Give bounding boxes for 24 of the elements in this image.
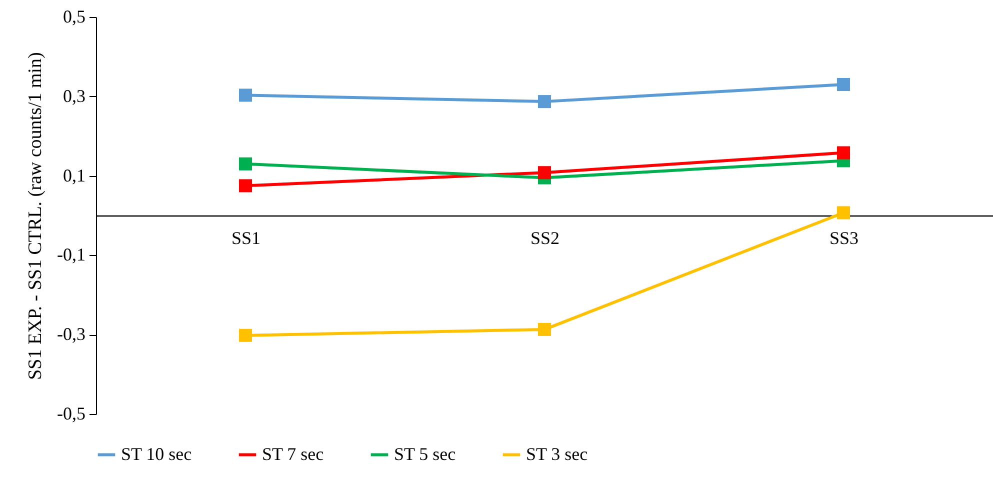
x-tick-label: SS3 xyxy=(829,228,859,248)
x-tick-label: SS2 xyxy=(530,228,560,248)
y-axis-title: SS1 EXP. - SS1 CTRL. (raw counts/1 min) xyxy=(25,52,46,380)
y-tick-label: 0,3 xyxy=(63,86,86,106)
point xyxy=(238,88,252,102)
y-tick-label: 0,1 xyxy=(63,165,86,186)
point xyxy=(238,179,252,192)
y-tick-label: 0,5 xyxy=(63,6,86,26)
point xyxy=(538,95,552,108)
point xyxy=(238,328,252,342)
point xyxy=(238,157,252,170)
point xyxy=(836,146,850,160)
point xyxy=(836,78,850,92)
point xyxy=(538,166,552,180)
y-tick-label: -0,1 xyxy=(57,244,86,265)
y-tick-label: -0,3 xyxy=(57,324,86,344)
x-tick-label: SS1 xyxy=(231,228,261,248)
point xyxy=(538,322,552,336)
legend-label: ST 3 sec xyxy=(526,444,588,464)
legend-label: ST 7 sec xyxy=(262,444,324,464)
legend-label: ST 5 sec xyxy=(394,444,456,464)
point xyxy=(836,206,850,220)
y-tick-label: -0,5 xyxy=(57,404,86,424)
legend-label: ST 10 sec xyxy=(121,444,192,464)
